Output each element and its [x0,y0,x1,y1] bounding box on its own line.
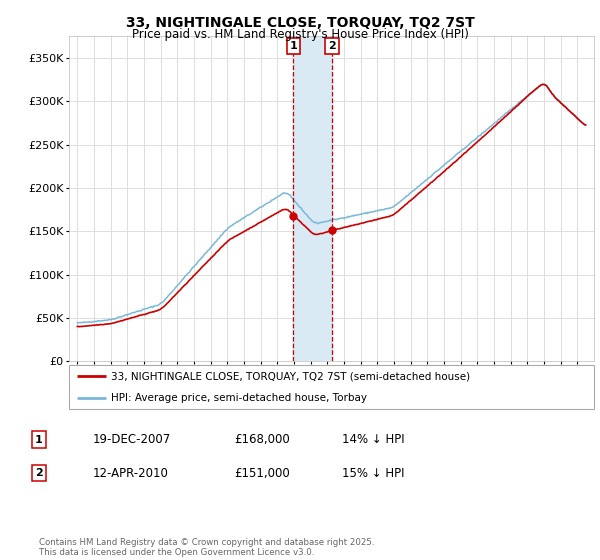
Text: Contains HM Land Registry data © Crown copyright and database right 2025.
This d: Contains HM Land Registry data © Crown c… [39,538,374,557]
Text: 15% ↓ HPI: 15% ↓ HPI [342,466,404,480]
Text: £151,000: £151,000 [234,466,290,480]
Text: 2: 2 [35,468,43,478]
Text: 1: 1 [35,435,43,445]
Text: £168,000: £168,000 [234,433,290,446]
Text: 14% ↓ HPI: 14% ↓ HPI [342,433,404,446]
Bar [293,36,332,361]
Text: 1: 1 [289,41,297,52]
Text: 12-APR-2010: 12-APR-2010 [93,466,169,480]
Text: 33, NIGHTINGALE CLOSE, TORQUAY, TQ2 7ST (semi-detached house): 33, NIGHTINGALE CLOSE, TORQUAY, TQ2 7ST … [111,371,470,381]
Text: Price paid vs. HM Land Registry's House Price Index (HPI): Price paid vs. HM Land Registry's House … [131,28,469,41]
Text: 33, NIGHTINGALE CLOSE, TORQUAY, TQ2 7ST: 33, NIGHTINGALE CLOSE, TORQUAY, TQ2 7ST [125,16,475,30]
Text: 2: 2 [328,41,336,52]
Text: HPI: Average price, semi-detached house, Torbay: HPI: Average price, semi-detached house,… [111,393,367,403]
Text: 19-DEC-2007: 19-DEC-2007 [93,433,171,446]
